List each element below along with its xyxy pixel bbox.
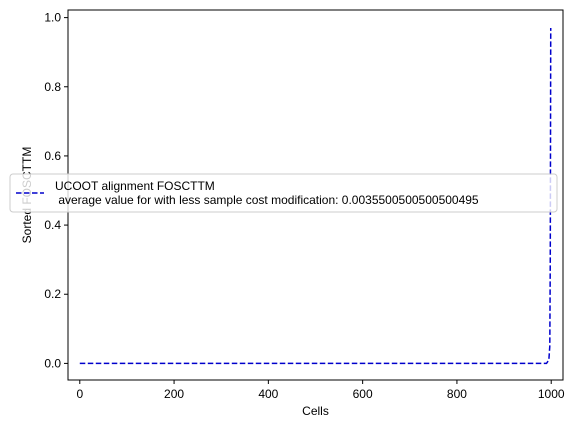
y-tick-label: 0.6: [44, 149, 61, 163]
x-tick-label: 600: [353, 387, 373, 401]
legend-entry-line-1: UCOOT alignment FOSCTTM: [55, 179, 215, 193]
y-tick-label: 0.8: [44, 80, 61, 94]
x-tick-label: 400: [258, 387, 278, 401]
x-axis-ticks: 0 200 400 600 800 1000: [76, 380, 565, 401]
y-tick-label: 1.0: [44, 11, 61, 25]
y-tick-label: 0.0: [44, 356, 61, 370]
series-layer: [79, 27, 552, 365]
series-line: [79, 27, 552, 365]
x-tick-label: 200: [164, 387, 184, 401]
y-tick-label: 0.4: [44, 218, 61, 232]
y-axis-ticks: 0.0 0.2 0.4 0.6 0.8 1.0: [44, 11, 68, 370]
x-tick-label: 800: [447, 387, 467, 401]
legend: UCOOT alignment FOSCTTM average value fo…: [9, 173, 558, 213]
y-tick-label: 0.2: [44, 287, 61, 301]
legend-box: [9, 173, 558, 213]
legend-entry-line-2: average value for with less sample cost …: [55, 193, 479, 207]
x-tick-label: 1000: [538, 387, 565, 401]
x-tick-label: 0: [76, 387, 83, 401]
x-axis-label: Cells: [302, 404, 329, 418]
